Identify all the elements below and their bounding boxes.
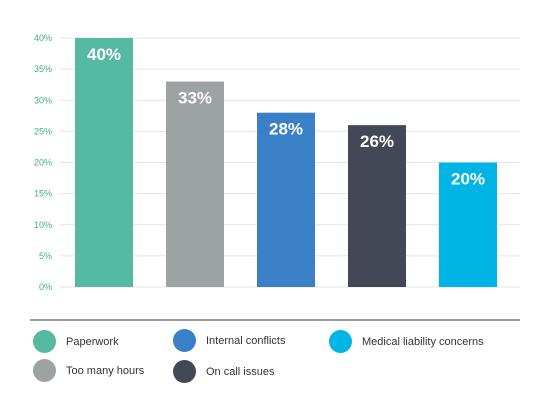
y-tick-label: 25% bbox=[34, 126, 52, 136]
y-tick-label: 0% bbox=[39, 282, 52, 292]
bar-value-labels: 40% 33% 28% 26% 20% bbox=[87, 45, 485, 189]
bar-value-label: 33% bbox=[178, 89, 212, 108]
y-axis-ticks: 0% 5% 10% 15% 20% 25% 30% 35% 40% bbox=[34, 33, 52, 292]
bar-value-label: 40% bbox=[87, 45, 121, 64]
y-tick-label: 5% bbox=[39, 251, 52, 261]
bar-paperwork bbox=[75, 38, 133, 287]
bar-value-label: 28% bbox=[269, 120, 303, 139]
y-tick-label: 20% bbox=[34, 158, 52, 168]
y-tick-label: 15% bbox=[34, 189, 52, 199]
y-tick-label: 30% bbox=[34, 95, 52, 105]
bar-too-many-hours bbox=[166, 81, 224, 287]
bar-value-label: 20% bbox=[451, 170, 485, 189]
bar-internal-conflicts bbox=[257, 112, 315, 287]
bar-on-call-issues bbox=[348, 125, 406, 288]
bar-value-label: 26% bbox=[360, 132, 394, 151]
bar-medical-liability-concerns bbox=[439, 162, 497, 287]
y-tick-label: 35% bbox=[34, 64, 52, 74]
y-tick-label: 40% bbox=[34, 33, 52, 43]
bars bbox=[75, 38, 497, 288]
y-tick-label: 10% bbox=[34, 220, 52, 230]
